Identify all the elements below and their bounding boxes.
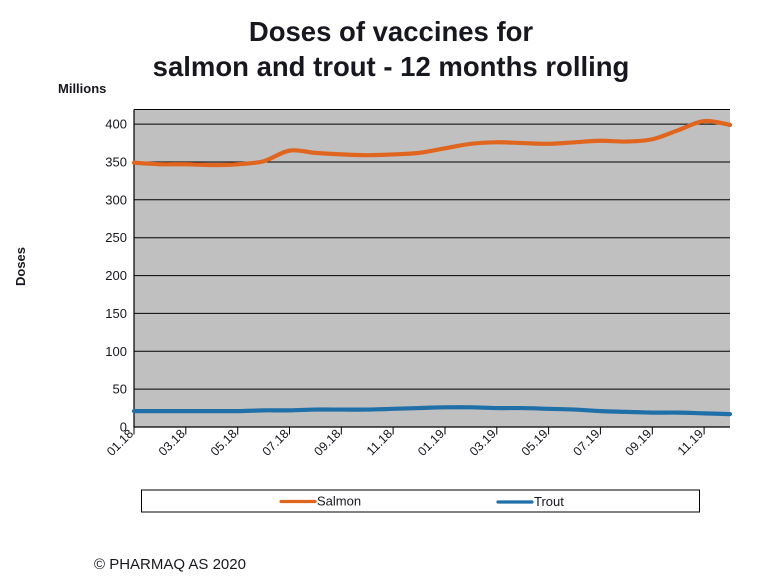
svg-text:05.19: 05.19 [519,427,551,459]
svg-text:05.18: 05.18 [208,427,240,459]
svg-text:03.18: 03.18 [156,427,188,459]
svg-text:300: 300 [105,192,127,207]
svg-text:09.19: 09.19 [622,427,654,459]
svg-text:200: 200 [105,268,127,283]
svg-text:250: 250 [105,230,127,245]
svg-text:350: 350 [105,155,127,170]
svg-text:100: 100 [105,344,127,359]
svg-text:11.18: 11.18 [364,427,395,458]
svg-text:150: 150 [105,306,127,321]
svg-text:07.19: 07.19 [571,427,603,459]
svg-text:03.19: 03.19 [467,427,499,459]
svg-text:01.19: 01.19 [415,427,447,459]
svg-text:01.18: 01.18 [104,427,136,459]
svg-text:400: 400 [105,117,127,132]
svg-text:11.19: 11.19 [675,427,706,458]
svg-text:09.18: 09.18 [311,427,343,459]
svg-text:50: 50 [113,382,127,397]
svg-text:Trout: Trout [534,494,564,509]
svg-text:07.18: 07.18 [260,427,292,459]
svg-text:Salmon: Salmon [317,494,361,509]
